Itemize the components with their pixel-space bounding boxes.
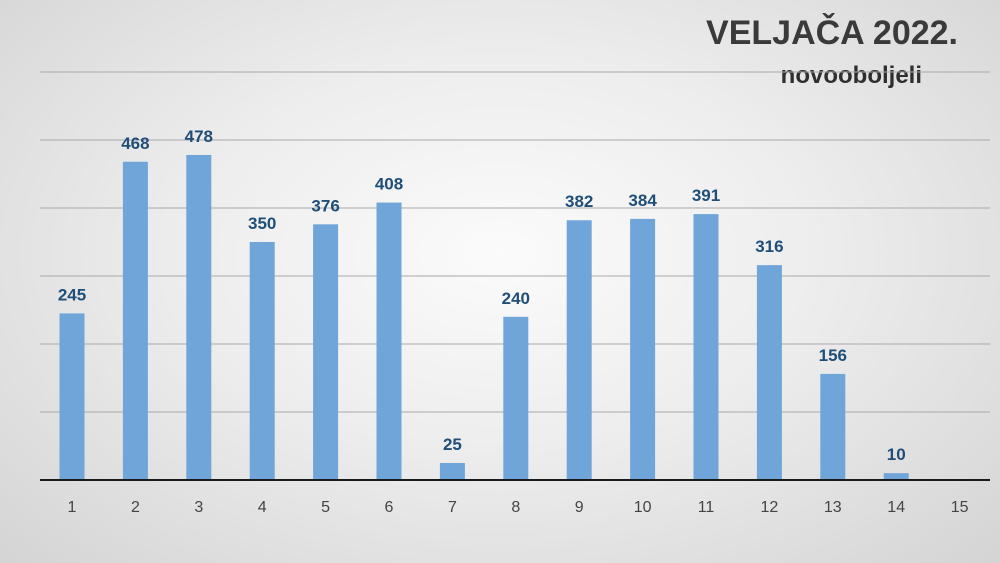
x-tick-label-1: 1	[68, 499, 77, 516]
x-tick-label-13: 13	[824, 499, 842, 516]
x-tick-label-6: 6	[385, 499, 394, 516]
x-tick-label-3: 3	[194, 499, 203, 516]
data-label-3: 478	[185, 127, 213, 146]
bar-14	[883, 473, 909, 480]
x-tick-label-12: 12	[761, 499, 779, 516]
data-label-1: 245	[58, 285, 86, 304]
bar-6	[376, 202, 402, 480]
x-tick-label-15: 15	[951, 499, 969, 516]
x-tick-label-14: 14	[887, 499, 905, 516]
data-label-7: 25	[443, 435, 462, 454]
x-tick-label-5: 5	[321, 499, 330, 516]
chart-subtitle: novooboljeli	[780, 62, 922, 89]
bar-13	[820, 373, 846, 480]
data-label-6: 408	[375, 175, 403, 194]
data-label-9: 382	[565, 192, 593, 211]
bar-12	[756, 265, 782, 480]
bar-10	[630, 218, 656, 480]
bar-4	[249, 242, 275, 480]
chart-title: VELJAČA 2022.	[706, 14, 958, 52]
bar-8	[503, 316, 529, 480]
data-label-4: 350	[248, 214, 276, 233]
x-tick-label-10: 10	[634, 499, 652, 516]
data-label-11: 391	[692, 186, 720, 205]
data-label-2: 468	[121, 134, 149, 153]
data-label-13: 156	[819, 346, 847, 365]
x-tick-label-8: 8	[511, 499, 520, 516]
x-tick-label-11: 11	[698, 499, 715, 516]
bar-2	[122, 161, 148, 480]
bar-9	[566, 220, 592, 481]
data-label-12: 316	[755, 237, 783, 256]
bar-3	[186, 154, 212, 480]
x-tick-label-9: 9	[575, 499, 584, 516]
data-label-10: 384	[628, 191, 657, 210]
data-label-5: 376	[311, 196, 339, 215]
x-tick-label-4: 4	[258, 499, 267, 516]
bar-11	[693, 214, 719, 480]
x-tick-label-2: 2	[131, 499, 140, 516]
bar-1	[59, 313, 85, 480]
x-tick-label-7: 7	[448, 499, 457, 516]
data-label-14: 10	[887, 445, 906, 464]
bar-5	[313, 224, 339, 480]
data-label-8: 240	[502, 289, 530, 308]
bar-7	[439, 463, 465, 480]
